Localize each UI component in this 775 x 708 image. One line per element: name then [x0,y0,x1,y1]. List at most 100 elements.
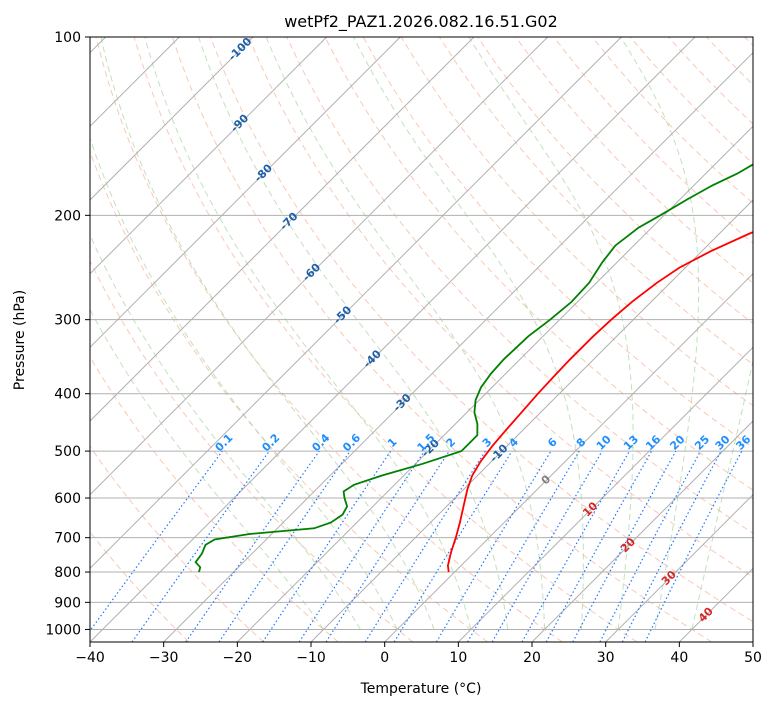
dry-adiabat [90,150,488,642]
mixing-ratio-label: 1 [385,435,400,450]
x-tick-label: 10 [449,650,467,666]
x-tick-label: −10 [296,650,326,666]
plot-frame [89,36,754,643]
mixing-ratio-label: 4 [506,435,521,450]
y-tick-label: 900 [54,595,81,611]
mixing-ratio-line [521,450,631,642]
mixing-ratio-line [131,450,270,642]
isobars [90,37,753,630]
profile-series [194,163,753,573]
moist-adiabat [620,37,700,630]
temperature-line [446,231,753,573]
y-tick-label: 1000 [45,622,81,638]
isotherm [236,125,753,642]
x-axis-label: Temperature (°C) [360,681,482,697]
isotherm [90,37,328,275]
mixing-ratio-line [545,450,653,642]
mixing-ratio-label: 6 [545,435,560,450]
moist-adiabat [90,233,361,630]
isotherm [752,641,753,642]
mixing-ratio-line [218,450,351,642]
isotherm [163,51,753,642]
dry-adiabat [744,37,753,47]
dry-adiabat [90,445,264,642]
y-tick-label: 100 [54,30,81,46]
dry-adiabat [90,259,414,642]
mixing-ratio-line [393,450,513,642]
mixing-ratio-line [364,450,486,642]
isotherm [90,37,475,422]
mixing-ratio-label: 30 [713,432,733,452]
isotherm [605,493,753,642]
isotherm [90,37,622,570]
x-tick-label: 40 [670,650,688,666]
y-tick-label: 800 [54,565,81,581]
x-tick-label: −20 [223,650,253,666]
x-tick-label: −40 [75,650,105,666]
moist-adiabat [265,37,546,630]
x-tick-label: 0 [380,650,389,666]
dry-adiabat [210,37,753,623]
y-tick-label: 700 [54,531,81,547]
moist-adiabat [90,308,324,630]
dry-adiabat [90,356,339,642]
y-tick-label: 600 [54,491,81,507]
dry-adiabats [90,37,753,642]
mixing-ratio-line [644,450,743,642]
x-tick-label: 50 [744,650,762,666]
mixing-ratio-lines [90,450,743,642]
isotherm [90,37,696,642]
isotherm [90,37,401,349]
dewpoint-line [194,163,753,573]
mixing-ratio-label: 2 [444,435,459,450]
dry-adiabat [324,37,753,491]
y-tick-label: 400 [54,387,81,403]
mixing-ratio-line [572,450,677,642]
x-axis-ticks: −40 −30 −20 −10 0 10 20 30 40 50 [75,642,762,666]
moist-adiabats [90,37,753,630]
dry-adiabat [553,37,753,244]
moist-adiabat [144,37,472,630]
moist-adiabat [468,37,634,630]
plot-area: -100-90-80-70-60-50-40-30-20 -10010203040… [90,37,753,642]
dry-adiabat [668,37,753,125]
dry-adiabat [515,37,753,284]
dry-adiabat [286,37,753,534]
dry-adiabat [706,37,753,86]
mixing-ratio-label: 10 [594,432,614,452]
x-tick-label: 30 [597,650,615,666]
moist-adiabat [198,37,509,630]
mixing-ratio-line [325,450,450,642]
y-tick-label: 200 [54,208,81,224]
dry-adiabat [171,37,712,642]
isotherm [90,37,549,496]
moist-adiabat [691,358,753,630]
isotherms [90,37,753,642]
y-tick-label: 300 [54,313,81,329]
isotherm [678,567,753,642]
mixing-ratio-line [298,450,425,642]
isotherm [90,37,254,201]
y-axis-label: Pressure (hPa) [12,290,28,390]
mixing-ratio-label: 25 [692,433,712,453]
dry-adiabat [591,37,753,204]
x-tick-label: −30 [149,650,179,666]
mixing-ratio-label: 13 [621,433,641,453]
x-tick-label: 20 [523,650,541,666]
y-axis-ticks: 100 200 300 400 500 600 700 800 900 1000 [45,30,90,638]
mixing-ratio-line [599,450,702,642]
mixing-ratio-label: 16 [643,432,663,452]
dry-adiabat [248,37,753,578]
mixing-ratio-line [185,450,320,642]
mixing-ratio-line [90,450,223,632]
mixing-ratio-line [262,450,392,642]
isotherm [310,199,753,642]
y-tick-label: 500 [54,444,81,460]
isotherm [457,346,753,642]
moist-adiabat [100,37,435,630]
mixing-ratio-label: 3 [480,435,495,450]
dry-adiabat [90,531,190,642]
isotherm [531,420,753,642]
isotherm [384,272,753,642]
